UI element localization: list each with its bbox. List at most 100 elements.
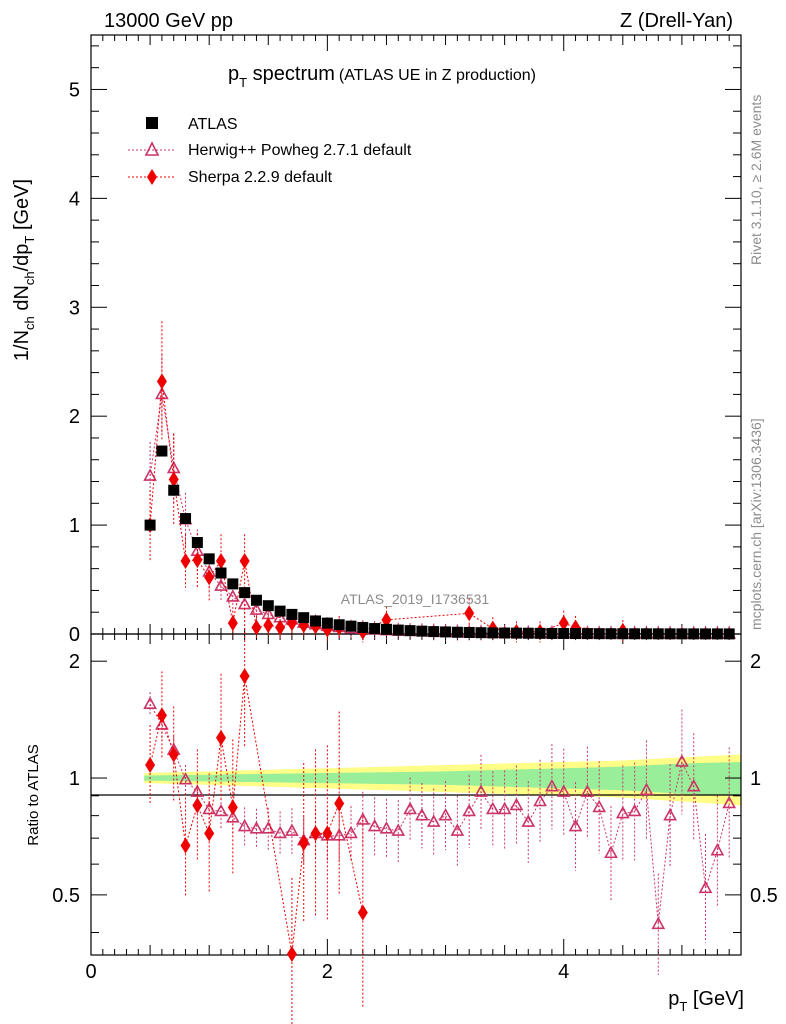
sherpa-main-point xyxy=(464,605,475,622)
herwig-ratio-point xyxy=(225,810,240,823)
herwig-ratio-point xyxy=(568,818,583,832)
plot-title: pT spectrum (ATLAS UE in Z production) xyxy=(228,63,536,90)
atlas-data-point xyxy=(451,626,463,638)
sherpa-main-point xyxy=(180,553,191,570)
title-process: (ATLAS UE in Z production) xyxy=(339,67,536,84)
herwig-ratio-point xyxy=(214,803,228,817)
herwig-ratio-point xyxy=(474,784,488,797)
herwig-ratio-point xyxy=(675,754,689,767)
herwig-main-point xyxy=(143,468,157,481)
ratio-y-tick-label-right: 2 xyxy=(750,651,761,673)
sherpa-main-point xyxy=(263,617,274,634)
atlas-data-point xyxy=(416,625,428,637)
herwig-ratio-point xyxy=(190,784,205,797)
herwig-ratio-point xyxy=(379,821,394,834)
atlas-data-point xyxy=(581,628,593,640)
atlas-data-point xyxy=(558,628,570,640)
herwig-ratio-point xyxy=(415,807,429,821)
herwig-main-point xyxy=(249,602,264,615)
sherpa-main-point xyxy=(168,471,179,488)
sherpa-ratio-point xyxy=(357,904,368,921)
atlas-data-point xyxy=(463,626,475,638)
herwig-ratio-point xyxy=(533,793,547,807)
atlas-data-point xyxy=(298,612,310,624)
atlas-data-point xyxy=(546,627,558,639)
sherpa-main-point xyxy=(156,373,167,390)
ratio-y-tick-label-left: 0.5 xyxy=(52,885,80,907)
herwig-ratio-point xyxy=(450,823,465,836)
sherpa-ratio-point xyxy=(286,946,297,962)
herwig-ratio-line xyxy=(149,703,730,925)
atlas-data-point xyxy=(215,567,227,579)
main-y-tick-label: 0 xyxy=(69,624,80,646)
atlas-data-point xyxy=(274,605,286,617)
herwig-ratio-point xyxy=(344,825,358,839)
herwig-ratio-point xyxy=(722,795,737,809)
x-tick-label: 4 xyxy=(558,961,569,983)
atlas-data-point xyxy=(570,628,582,640)
herwig-ratio-point xyxy=(545,779,559,792)
herwig-ratio-point xyxy=(686,779,701,792)
herwig-ratio-point xyxy=(710,842,725,856)
atlas-data-point xyxy=(203,553,215,565)
herwig-ratio-point xyxy=(355,812,370,825)
atlas-data-point xyxy=(286,608,298,620)
atlas-data-point xyxy=(652,628,664,640)
herwig-ratio-point xyxy=(521,814,536,827)
sherpa-ratio-point xyxy=(322,825,333,842)
atlas-data-point xyxy=(428,626,440,638)
atlas-data-point xyxy=(534,627,546,639)
atlas-data-point xyxy=(168,484,180,496)
herwig-main-point xyxy=(214,578,228,591)
atlas-data-point xyxy=(617,628,629,640)
sherpa-ratio-point xyxy=(334,795,345,812)
atlas-data-point xyxy=(605,628,617,640)
herwig-ratio-point xyxy=(663,807,677,821)
mcplots-label: mcplots.cern.ch [arXiv:1306.3436] xyxy=(748,418,764,630)
main-series xyxy=(143,321,737,643)
header-energy: 13000 GeV pp xyxy=(104,10,233,32)
legend-label-herwig: Herwig++ Powheg 2.7.1 default xyxy=(188,142,412,159)
sherpa-ratio-point xyxy=(168,746,179,763)
herwig-ratio-point xyxy=(178,772,193,785)
main-y-tick-label: 5 xyxy=(69,79,80,101)
herwig-ratio-point xyxy=(580,784,595,797)
herwig-ratio-point xyxy=(462,803,477,817)
legend: ATLAS Herwig++ Powheg 2.7.1 default Sher… xyxy=(128,116,412,186)
herwig-ratio-point xyxy=(651,916,666,930)
x-axis-label: pT [GeV] xyxy=(668,988,744,1014)
atlas-data-point xyxy=(239,587,251,599)
atlas-data-point xyxy=(664,628,676,640)
herwig-ratio-point xyxy=(509,797,524,811)
sherpa-ratio-point xyxy=(227,799,238,816)
atlas-data-point xyxy=(629,628,641,640)
ratio-y-tick-label-left: 1 xyxy=(69,768,80,790)
sherpa-main-point xyxy=(275,619,286,636)
sherpa-main-point xyxy=(216,553,226,570)
herwig-ratio-point xyxy=(438,807,453,821)
sherpa-ratio-point xyxy=(156,707,167,724)
herwig-ratio-point xyxy=(426,814,441,827)
herwig-ratio-point xyxy=(237,818,252,832)
atlas-data-point xyxy=(310,615,322,627)
atlas-data-point xyxy=(227,578,239,590)
atlas-data-point xyxy=(357,621,369,633)
atlas-data-point xyxy=(144,519,156,531)
ratio-y-axis-label: Ratio to ATLAS xyxy=(25,744,42,845)
atlas-data-point xyxy=(487,627,499,639)
sherpa-ratio-point xyxy=(204,825,215,842)
atlas-data-point xyxy=(191,537,203,549)
atlas-data-point xyxy=(404,625,416,637)
ratio-y-tick-label-right: 0.5 xyxy=(750,885,778,907)
sherpa-main-point xyxy=(251,619,262,636)
herwig-ratio-point xyxy=(485,801,500,815)
herwig-ratio-point xyxy=(497,801,512,815)
x-tick-label: 2 xyxy=(322,961,333,983)
sherpa-main-point xyxy=(239,553,250,570)
herwig-ratio-point xyxy=(592,799,607,813)
atlas-data-point xyxy=(392,624,404,636)
main-y-tick-label: 4 xyxy=(69,188,80,210)
herwig-ratio-point xyxy=(615,805,630,819)
herwig-ratio-point xyxy=(261,821,276,834)
herwig-ratio-point xyxy=(249,821,264,834)
